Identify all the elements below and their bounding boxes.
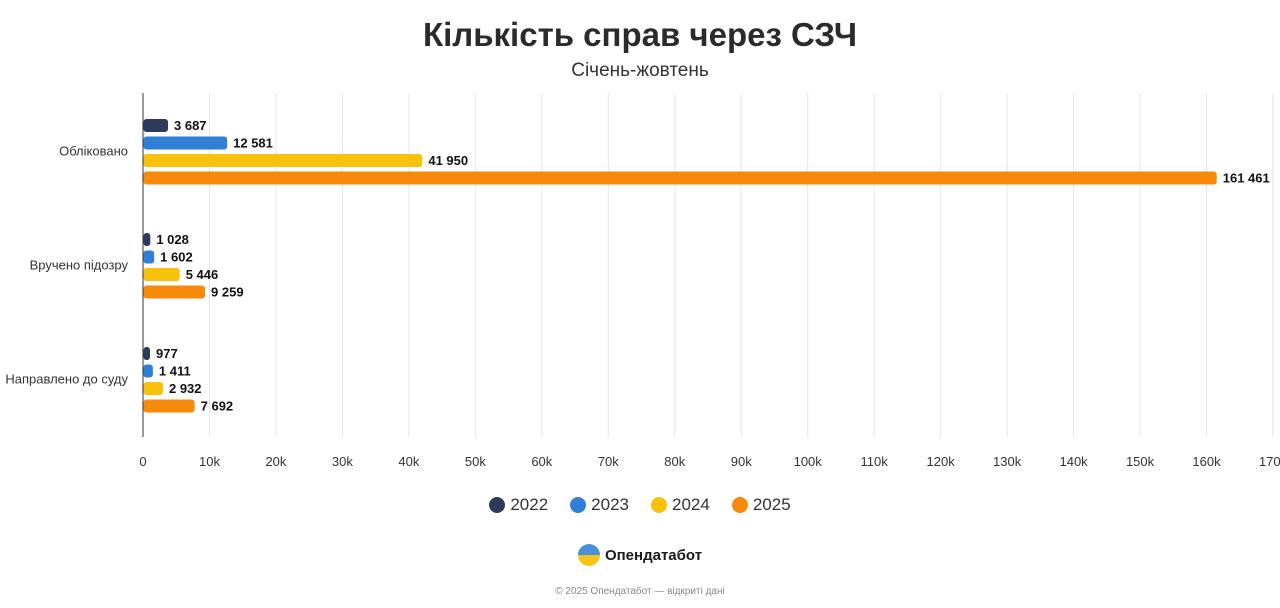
x-tick-label: 100k [794,454,823,469]
legend-dot-2022 [489,497,506,513]
x-tick-label: 50k [465,454,486,469]
category-label: Обліковано [59,143,128,158]
x-tick-label: 130k [993,454,1022,469]
data-label: 1 411 [159,363,191,378]
bar [143,233,151,246]
data-label: 1 028 [156,232,189,247]
legend-label-2024: 2024 [672,495,710,514]
x-tick-label: 60k [531,454,552,469]
category-label: Направлено до суду [5,371,128,386]
x-tick-label: 0 [139,454,146,469]
bar [143,171,1217,185]
chart-legend: 2022 2023 2024 2025 [0,495,1280,515]
x-tick-label: 140k [1059,454,1088,469]
bar [143,250,155,264]
legend-label-2023: 2023 [591,495,629,514]
legend-item-2023[interactable]: 2023 [570,495,629,515]
x-tick-label: 10k [199,454,220,469]
x-tick-label: 90k [731,454,752,469]
data-label: 7 692 [201,398,234,413]
brand-logo: Опендатабот [0,544,1280,566]
chart-title: Кількість справ через СЗЧ [422,16,858,53]
brand-logo-text: Опендатабот [604,546,703,564]
data-label: 5 446 [186,267,219,282]
legend-item-2025[interactable]: 2025 [731,495,791,515]
x-tick-label: 40k [398,454,419,469]
legend-label-2025: 2025 [752,495,791,514]
legend-dot-2025 [731,497,748,513]
chart-subtitle: Січень-жовтень [571,60,709,81]
data-label: 2 932 [169,381,202,396]
x-tick-label: 20k [265,454,286,469]
data-label: 1 602 [160,249,193,264]
bar [143,364,153,378]
legend-item-2022[interactable]: 2022 [489,495,548,515]
bar [143,399,195,413]
bar [143,268,180,281]
bar [143,154,423,167]
data-label: 3 687 [174,118,207,133]
data-label: 12 581 [233,135,273,150]
legend-dot-2024 [651,497,667,513]
bar [143,285,206,299]
legend-label-2022: 2022 [510,495,549,514]
x-tick-label: 120k [927,454,956,469]
x-tick-label: 170k [1259,454,1280,469]
x-tick-label: 160k [1192,454,1221,469]
legend-item-2024[interactable]: 2024 [651,495,710,515]
bar [143,382,163,395]
data-label: 977 [156,346,178,361]
bar [143,136,228,150]
legend-dot-2023 [570,497,587,513]
data-label: 161 461 [1223,170,1270,185]
bar [143,119,169,132]
x-tick-label: 80k [664,454,685,469]
data-label: 41 950 [428,153,468,168]
data-label: 9 259 [211,284,244,299]
bar [143,347,150,360]
x-tick-label: 110k [861,454,889,469]
category-label: Вручено підозру [30,257,129,272]
x-tick-label: 150k [1126,454,1155,469]
x-tick-label: 70k [598,454,619,469]
footer-copyright: © 2025 Опендатабот — відкриті дані [555,586,725,597]
bar-chart: 0 10k 20k 30k 40k 50k 60k 70k 80k 90k 100k 110k 120k… [5,93,1280,469]
x-tick-label: 30k [332,454,353,469]
opendatabot-logo-icon [577,544,600,566]
